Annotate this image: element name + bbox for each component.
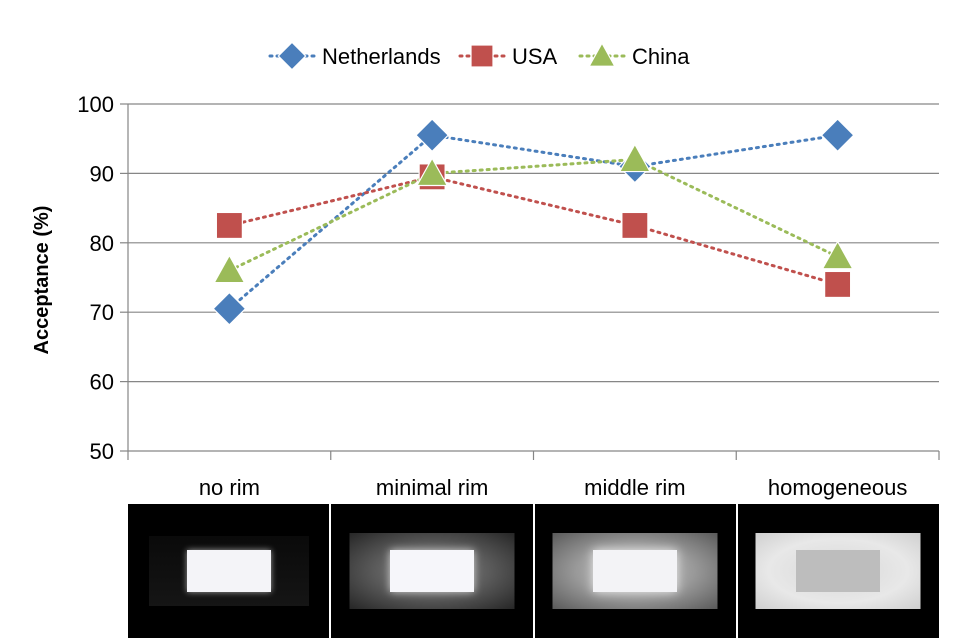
axes: 50 60 70 80 90 100 no rim minimal rim middle rim… (77, 92, 940, 500)
thumbnail-homogeneous (737, 504, 939, 638)
data-point-china (821, 240, 854, 270)
legend: Netherlands USA China (268, 41, 690, 71)
light-plate (389, 550, 474, 592)
thumbnail-minimal-rim (331, 504, 533, 638)
series-lines (227, 133, 840, 311)
line-chart: Netherlands USA China 50 60 70 80 90 100 no rim m… (31, 41, 940, 500)
y-tick-label: 70 (90, 300, 114, 325)
series-line-china (227, 157, 840, 273)
legend-swatch-marker (470, 44, 494, 68)
legend-item-china: China (578, 42, 690, 69)
data-point-china (213, 254, 246, 284)
y-tick-label: 100 (77, 92, 114, 117)
luminaire-thumbnails (128, 504, 939, 638)
light-plate (186, 550, 271, 592)
legend-item-netherlands: Netherlands (268, 41, 441, 71)
light-plate (593, 550, 678, 592)
x-category-label: middle rim (584, 475, 685, 500)
legend-swatch-marker (588, 42, 616, 67)
y-tick-label: 60 (90, 370, 114, 395)
legend-item-usa: USA (458, 44, 558, 69)
thumbnail-no-rim (128, 504, 330, 638)
legend-label: China (632, 44, 690, 69)
x-category-label: minimal rim (376, 475, 488, 500)
legend-label: USA (512, 44, 558, 69)
x-category-label: homogeneous (768, 475, 907, 500)
y-tick-label: 80 (90, 231, 114, 256)
series-line-usa (227, 175, 840, 286)
legend-label: Netherlands (322, 44, 441, 69)
y-axis-label: Acceptance (%) (31, 206, 53, 355)
legend-swatch-marker (277, 41, 307, 71)
gridlines (128, 103, 939, 383)
data-point-netherlands (820, 118, 855, 153)
data-point-usa (621, 211, 649, 240)
y-tick-label: 50 (90, 439, 114, 464)
data-point-netherlands (415, 118, 450, 153)
series-markers (212, 118, 855, 326)
thumbnail-middle-rim (534, 504, 736, 638)
light-plate (796, 550, 881, 592)
data-point-china (618, 143, 651, 173)
data-point-usa (824, 270, 852, 299)
data-point-netherlands (212, 291, 247, 326)
x-category-label: no rim (199, 475, 260, 500)
series-line-netherlands (227, 133, 840, 311)
y-tick-label: 90 (90, 161, 114, 186)
data-point-usa (215, 211, 243, 240)
data-point-china (416, 157, 449, 187)
